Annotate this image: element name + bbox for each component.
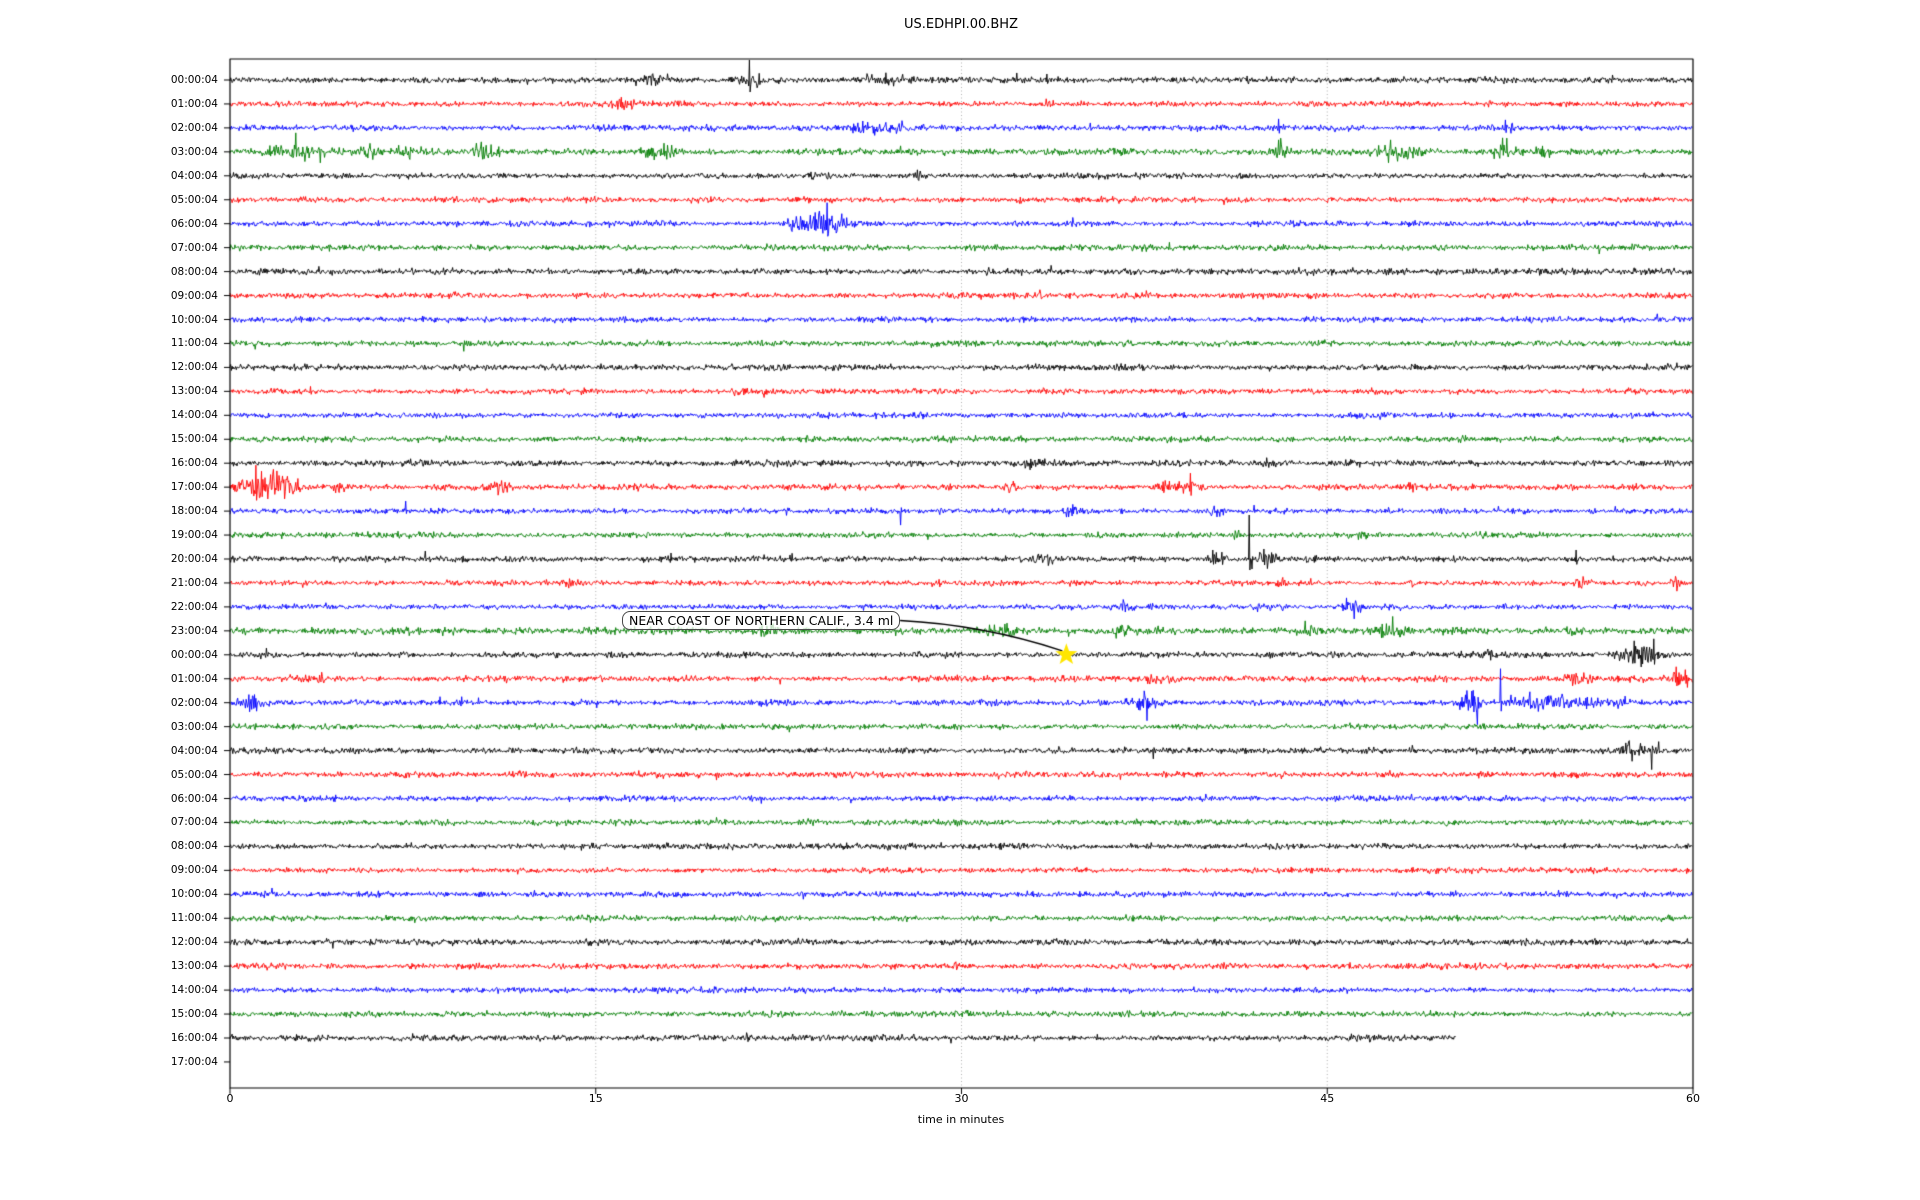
y-axis-label: 00:00:04: [170, 74, 218, 86]
y-axis-label: 17:00:04: [170, 1055, 218, 1068]
y-axis-label: 13:00:04: [170, 960, 218, 973]
y-axis-label: 09:00:04: [170, 289, 218, 302]
y-axis-label: 21:00:04: [170, 576, 218, 589]
y-axis-label: 15:00:04: [170, 433, 218, 446]
y-axis-label: 02:00:04: [170, 696, 218, 709]
y-axis-label: 11:00:04: [170, 912, 218, 925]
y-axis-label: 00:00:04: [170, 648, 218, 661]
y-axis-label: 19:00:04: [170, 529, 218, 542]
y-axis-label: 07:00:04: [170, 816, 218, 829]
y-axis-label: 01:00:04: [170, 97, 218, 110]
x-axis-tick-label: 30: [954, 1092, 969, 1105]
y-axis-label: 17:00:04: [170, 481, 218, 494]
y-axis-label: 22:00:04: [170, 600, 218, 613]
y-axis-label: 02:00:04: [170, 121, 218, 134]
y-axis-label: 06:00:04: [170, 792, 218, 805]
y-axis-label: 09:00:04: [170, 864, 218, 877]
y-axis-label: 23:00:04: [170, 624, 218, 637]
y-axis-label: 20:00:04: [170, 553, 218, 565]
y-axis-label: 16:00:04: [170, 457, 218, 470]
y-axis-label: 11:00:04: [170, 337, 218, 350]
y-axis-label: 12:00:04: [170, 936, 218, 949]
y-axis-label: 12:00:04: [170, 361, 218, 374]
y-axis-label: 04:00:04: [170, 169, 218, 182]
y-axis-label: 06:00:04: [170, 217, 218, 230]
y-axis-label: 04:00:04: [170, 744, 218, 757]
plot-title: US.EDHPI.00.BHZ: [904, 17, 1018, 32]
x-axis-label: time in minutes: [917, 1113, 1005, 1126]
y-axis-label: 01:00:04: [170, 672, 218, 685]
x-axis-tick-label: 15: [588, 1092, 603, 1105]
y-axis-label: 18:00:04: [170, 505, 218, 518]
y-axis-label: 10:00:04: [170, 313, 218, 326]
y-axis-label: 15:00:04: [170, 1008, 218, 1021]
x-axis-tick-label: 45: [1320, 1092, 1335, 1105]
event-annotation: NEAR COAST OF NORTHERN CALIF., 3.4 ml: [622, 611, 901, 630]
y-axis-label: 08:00:04: [170, 840, 218, 853]
y-axis-label: 14:00:04: [170, 409, 218, 422]
y-axis-label: 13:00:04: [170, 385, 218, 398]
x-axis-tick-label: 0: [226, 1092, 234, 1105]
y-axis-label: 03:00:04: [170, 145, 218, 158]
y-axis-label: 08:00:04: [170, 265, 218, 278]
y-axis-label: 14:00:04: [170, 984, 218, 997]
x-axis-tick-label: 60: [1686, 1092, 1700, 1105]
y-axis-label: 03:00:04: [170, 720, 218, 733]
y-axis-label: 05:00:04: [170, 768, 218, 781]
y-axis-label: 05:00:04: [170, 193, 218, 206]
y-axis-label: 10:00:04: [170, 888, 218, 901]
y-axis-label: 07:00:04: [170, 241, 218, 254]
y-axis-label: 16:00:04: [170, 1032, 218, 1044]
